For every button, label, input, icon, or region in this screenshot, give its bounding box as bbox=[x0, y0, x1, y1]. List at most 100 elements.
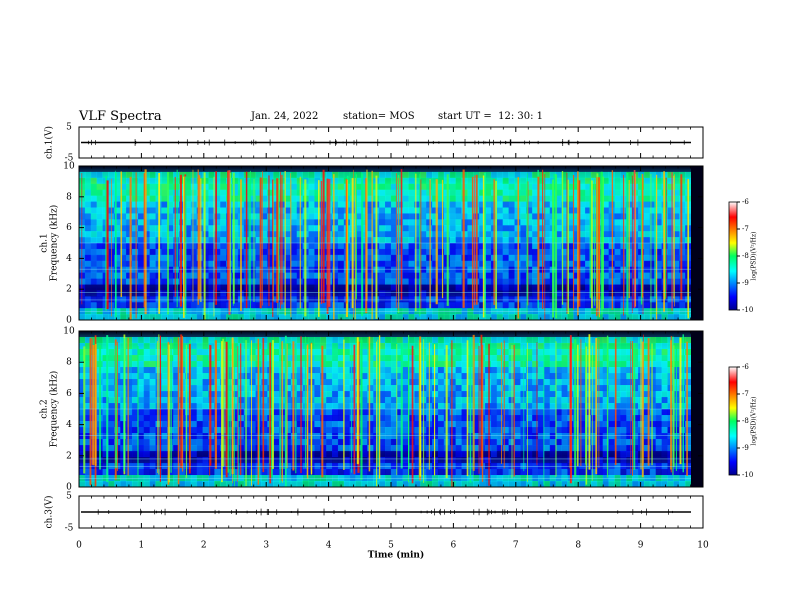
spectrogram-cell bbox=[137, 409, 145, 416]
spectrogram-cell bbox=[149, 469, 156, 476]
spectrogram-cell bbox=[355, 284, 362, 291]
spectrogram-cell bbox=[284, 349, 292, 356]
spectrogram-cell bbox=[179, 219, 186, 226]
spectrogram-cell bbox=[455, 177, 462, 185]
spectrogram-cell bbox=[402, 290, 409, 297]
spectrogram-cell bbox=[332, 260, 339, 268]
spectrogram-cell bbox=[232, 421, 239, 428]
spectrogram-cell bbox=[555, 284, 562, 291]
spectrogram-cell bbox=[585, 171, 592, 179]
spectrogram-cell bbox=[249, 367, 256, 374]
spectrogram-cell bbox=[496, 296, 504, 303]
spectrogram-cell bbox=[131, 403, 139, 410]
spectrogram-cell bbox=[173, 213, 180, 220]
spectrogram-cell bbox=[314, 278, 321, 285]
spectrogram-cell bbox=[349, 391, 356, 398]
spectrogram-cell bbox=[214, 415, 221, 422]
spectrogram-cell bbox=[261, 183, 268, 191]
spectrogram-cell bbox=[455, 361, 462, 368]
spectrogram-cell bbox=[214, 195, 221, 202]
spectrogram-cell bbox=[667, 284, 674, 291]
spectrogram-cell bbox=[455, 397, 462, 404]
spectrogram-cell bbox=[390, 421, 398, 428]
spectrogram-cell bbox=[179, 201, 186, 208]
spectrogram-cell bbox=[396, 451, 404, 458]
spectrogram-cell bbox=[149, 272, 156, 279]
spectrogram-cell bbox=[126, 231, 133, 238]
spectrogram-cell bbox=[532, 177, 539, 185]
spectrogram-cell bbox=[649, 237, 657, 244]
spectrogram-cell bbox=[126, 171, 133, 179]
spectrogram-cell bbox=[520, 183, 527, 191]
spectrogram-cell bbox=[161, 397, 168, 404]
spectrogram-cell bbox=[196, 457, 203, 464]
spectrogram-cell bbox=[414, 355, 421, 362]
spectrogram-cell bbox=[602, 290, 610, 297]
spectrogram-cell bbox=[167, 201, 174, 208]
spectrogram-cell bbox=[361, 379, 368, 386]
spectrogram-cell bbox=[208, 349, 215, 356]
spectrogram-cell bbox=[520, 266, 527, 274]
spectrogram-cell bbox=[449, 451, 457, 458]
spectrogram-cell bbox=[502, 266, 509, 274]
spectrogram-cell bbox=[379, 427, 386, 434]
spectrogram-cell bbox=[249, 373, 256, 380]
spectrogram-cell bbox=[402, 225, 409, 232]
spectrogram-cell bbox=[367, 278, 374, 285]
spectrogram-cell bbox=[414, 415, 421, 422]
figure-title: VLF Spectra bbox=[79, 109, 162, 124]
spectrogram-cell bbox=[508, 219, 515, 226]
spectrogram-cell bbox=[202, 290, 209, 297]
spectrogram-cell bbox=[485, 469, 492, 476]
spectrogram-cell bbox=[96, 213, 103, 220]
spectrogram-cell bbox=[538, 248, 545, 256]
spectrogram-cell bbox=[602, 248, 610, 256]
spectrogram-cell bbox=[167, 213, 174, 220]
spectrogram-cell bbox=[414, 367, 421, 374]
spectrogram-cell bbox=[173, 433, 180, 440]
spectrogram-cell bbox=[202, 189, 209, 197]
spectrogram-cell bbox=[479, 290, 486, 297]
spectrogram-cell bbox=[349, 337, 356, 344]
spectrogram-cell bbox=[455, 355, 462, 362]
spectrogram-cell bbox=[167, 469, 174, 476]
spectrogram-cell bbox=[455, 260, 462, 268]
spectrogram-cell bbox=[655, 272, 662, 279]
spectrogram-cell bbox=[202, 266, 209, 274]
spectrogram-cell bbox=[538, 314, 545, 321]
spectrogram-cell bbox=[261, 302, 268, 309]
spectrogram-cell bbox=[402, 409, 409, 416]
spectrogram-cell bbox=[314, 171, 321, 179]
spectrogram-cell bbox=[167, 403, 174, 410]
spectrogram-cell bbox=[161, 469, 168, 476]
spectrogram-cell bbox=[396, 379, 404, 386]
spectrogram-cell bbox=[396, 463, 404, 470]
spectrogram-cell bbox=[455, 415, 462, 422]
spectrogram-cell bbox=[237, 171, 245, 179]
spectrogram-cell bbox=[561, 278, 568, 285]
spectrogram-cell bbox=[543, 302, 551, 309]
spectrogram-cell bbox=[337, 397, 345, 404]
spectrogram-cell bbox=[173, 243, 180, 250]
spectrogram-cell bbox=[155, 314, 162, 321]
spectrogram-cell bbox=[385, 343, 392, 350]
spectrogram-cell bbox=[396, 207, 404, 214]
spectrogram-cell bbox=[137, 421, 145, 428]
spectrogram-cell bbox=[143, 409, 151, 416]
spectrogram-cell bbox=[126, 207, 133, 214]
spectrogram-cell bbox=[432, 266, 439, 274]
spectrogram-cell bbox=[614, 296, 621, 303]
spectrogram-cell bbox=[579, 243, 586, 250]
spectrogram-cell bbox=[167, 219, 174, 226]
spectrogram-cell bbox=[84, 337, 92, 344]
spectrogram-cell bbox=[220, 302, 227, 309]
spectrogram-cell bbox=[573, 225, 580, 232]
spectrogram-cell bbox=[485, 201, 492, 208]
spectrogram-cell bbox=[261, 391, 268, 398]
spectrogram-cell bbox=[249, 457, 256, 464]
spectrogram-cell bbox=[190, 469, 198, 476]
spectrogram-cell bbox=[208, 272, 215, 279]
spectrogram-cell bbox=[214, 337, 221, 344]
spectrogram-cell bbox=[232, 457, 239, 464]
spectrogram-cell bbox=[108, 427, 115, 434]
